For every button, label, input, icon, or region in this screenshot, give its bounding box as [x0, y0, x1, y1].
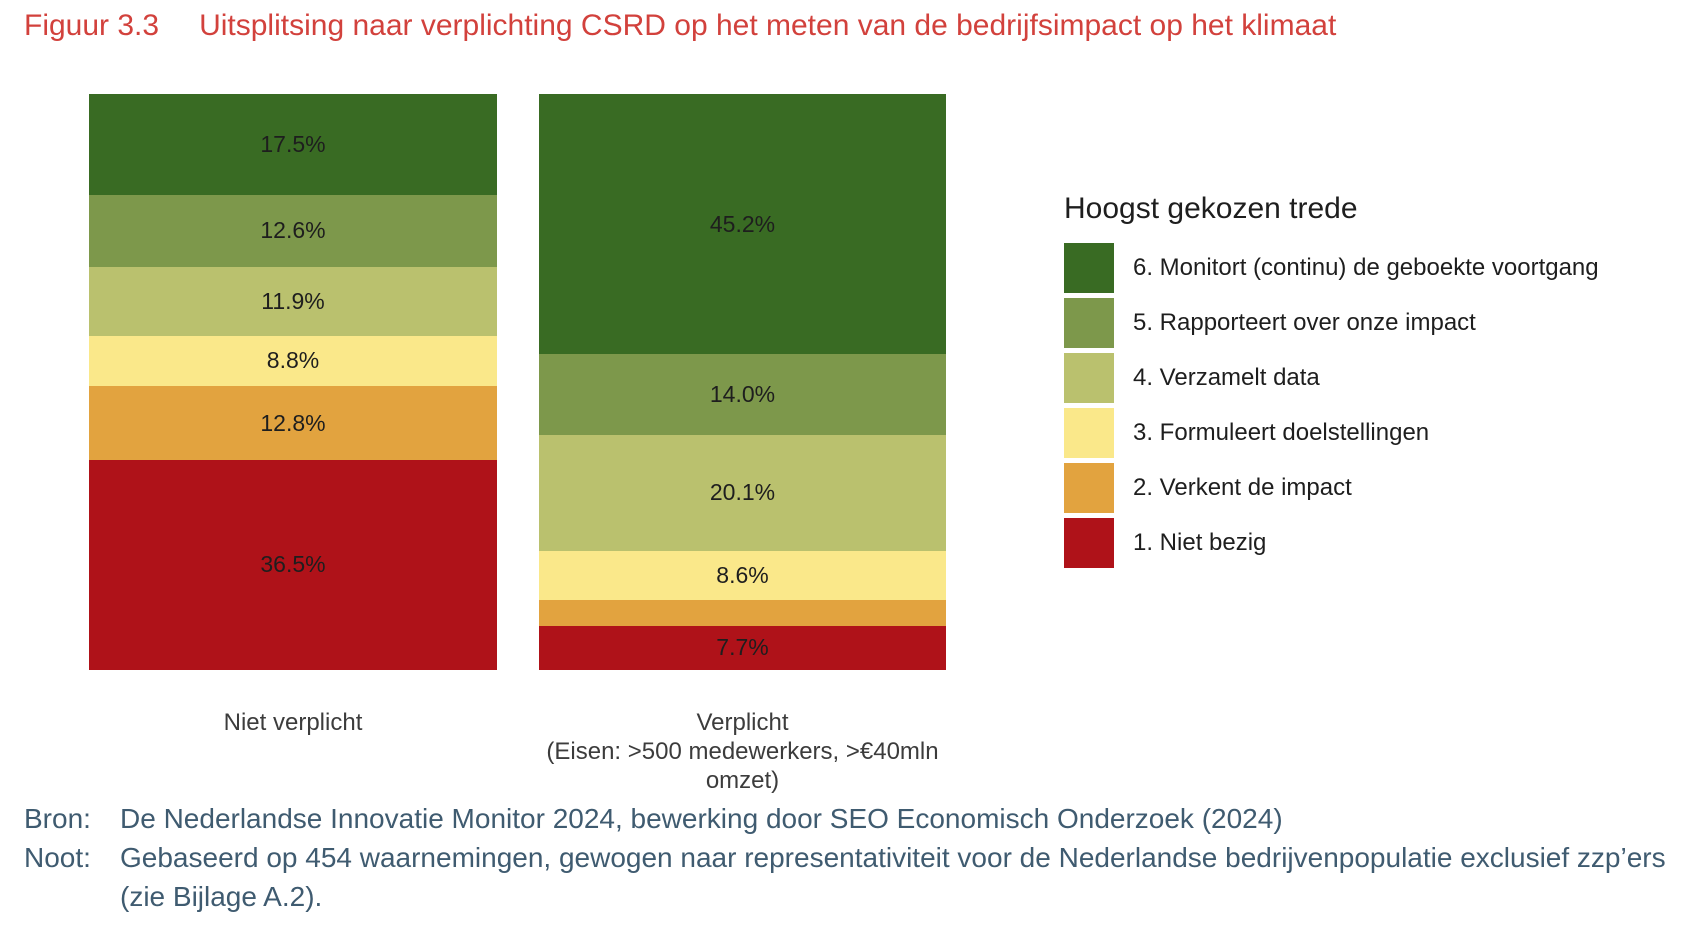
category-sublabel: (Eisen: >500 medewerkers, >€40mln omzet) — [546, 738, 939, 794]
segment-value-label: 36.5% — [260, 551, 326, 578]
legend-label: 2. Verkent de impact — [1133, 474, 1352, 501]
legend-item: 6. Monitort (continu) de geboekte voortg… — [1064, 243, 1599, 293]
bar-segment: 45.2% — [539, 94, 946, 355]
segment-value-label: 11.9% — [261, 287, 325, 314]
legend-label: 1. Niet bezig — [1133, 529, 1267, 556]
bar-segment: 12.8% — [89, 386, 497, 460]
legend-title: Hoogst gekozen trede — [1064, 192, 1358, 225]
legend-item: 4. Verzamelt data — [1064, 353, 1599, 403]
bar-segment: 12.6% — [89, 194, 497, 268]
category-label: Niet verplicht — [223, 709, 363, 736]
bar-segment: 20.1% — [539, 435, 946, 551]
segment-value-label: 8.6% — [716, 562, 769, 589]
bar-segment: 11.9% — [89, 267, 497, 336]
figure-caption: Uitsplitsing naar verplichting CSRD op h… — [199, 9, 1337, 42]
segment-value-label: 12.6% — [260, 217, 326, 244]
legend-label: 4. Verzamelt data — [1133, 364, 1320, 391]
bar-segment: 36.5% — [89, 459, 497, 670]
bar-verplicht: 45.2% 14.0% 20.1% 8.6% 7.7% — [539, 94, 946, 671]
legend-label: 6. Monitort (continu) de geboekte voortg… — [1133, 254, 1599, 281]
bar-niet-verplicht: 17.5% 12.6% 11.9% 8.8% 12.8% 36.5% — [89, 94, 497, 670]
segment-value-label: 7.7% — [716, 634, 769, 661]
legend-swatch — [1064, 463, 1114, 513]
note-label: Noot: — [24, 842, 91, 873]
bar-segment: 8.6% — [539, 550, 946, 601]
segment-value-label: 8.8% — [266, 347, 320, 374]
figure-number: Figuur 3.3 — [24, 9, 160, 42]
legend-item: 2. Verkent de impact — [1064, 463, 1599, 513]
note-text: Gebaseerd op 454 waarnemingen, gewogen n… — [120, 842, 1666, 912]
source-label: Bron: — [24, 803, 91, 834]
legend-label: 3. Formuleert doelstellingen — [1133, 419, 1430, 446]
legend-item: 3. Formuleert doelstellingen — [1064, 408, 1599, 458]
category-label-verplicht: Verplicht (Eisen: >500 medewerkers, >€40m… — [539, 708, 946, 795]
legend-label: 5. Rapporteert over onze impact — [1133, 309, 1476, 336]
category-label: Verplicht — [696, 709, 789, 736]
legend-swatch — [1064, 518, 1114, 568]
bar-segment: 8.8% — [89, 335, 497, 387]
segment-value-label: 14.0% — [709, 381, 776, 408]
legend-item: 5. Rapporteert over onze impact — [1064, 298, 1599, 348]
legend-swatch — [1064, 243, 1114, 293]
bar-segment — [539, 600, 946, 626]
segment-value-label: 45.2% — [709, 210, 776, 237]
segment-value-label: 17.5% — [260, 130, 326, 157]
legend-item: 1. Niet bezig — [1064, 518, 1599, 568]
segment-value-label: 20.1% — [709, 479, 776, 506]
bar-segment: 14.0% — [539, 354, 946, 435]
legend-swatch — [1064, 353, 1114, 403]
figure-heading: Figuur 3.3 Uitsplitsing naar verplichting… — [24, 8, 1336, 44]
bar-segment: 7.7% — [539, 625, 946, 671]
legend-items: 6. Monitort (continu) de geboekte voortg… — [1064, 243, 1599, 568]
segment-value-label: 12.8% — [260, 409, 326, 436]
source-text: De Nederlandse Innovatie Monitor 2024, b… — [120, 803, 1283, 834]
legend: Hoogst gekozen trede 6. Monitort (contin… — [1064, 192, 1599, 573]
category-label-niet-verplicht: Niet verplicht — [89, 708, 497, 737]
bar-segment: 17.5% — [89, 94, 497, 195]
legend-swatch — [1064, 298, 1114, 348]
footnotes: Bron: De Nederlandse Innovatie Monitor 2… — [24, 799, 1676, 916]
legend-swatch — [1064, 408, 1114, 458]
